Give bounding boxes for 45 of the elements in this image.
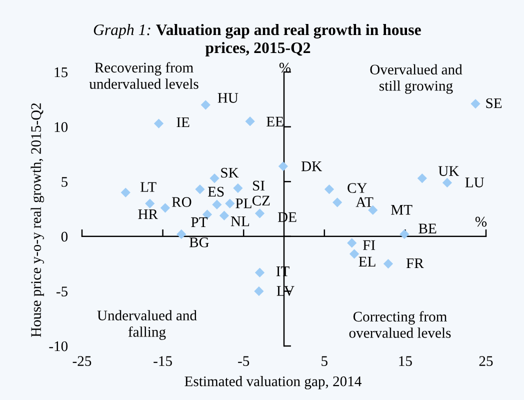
y-tick-label: 0 (61, 232, 68, 242)
annotation: LU (465, 178, 484, 188)
y-tick-label: -5 (56, 286, 68, 296)
annotation: SK (221, 168, 239, 178)
annotation: NL (230, 216, 250, 226)
annotation: EL (358, 256, 376, 266)
y-tick-label: 5 (62, 177, 68, 187)
annotation: FI (363, 240, 376, 250)
x-tick-label: -25 (72, 356, 92, 366)
annotation: SE (486, 98, 502, 108)
annotation: HU (218, 93, 238, 103)
chart-title: Graph 1: Valuation gap and real growth in house prices, 2015-Q2 (94, 24, 421, 56)
annotation: DK (301, 162, 322, 172)
annotation: Undervalued and falling (97, 310, 197, 340)
annotation: Correcting from overvalued levels (349, 311, 451, 338)
annotation: BE (418, 224, 436, 234)
annotation: MT (391, 205, 412, 215)
annotation: % (475, 216, 487, 227)
annotation: Overvalued and still growing (370, 64, 462, 94)
annotation: SI (253, 180, 265, 191)
annotation: RO (172, 197, 192, 207)
x-tick-label: 15 (399, 356, 412, 366)
annotation: Recovering from undervalued levels (89, 62, 198, 89)
x-tick-label: 5 (322, 356, 328, 366)
y-tick-label: 10 (54, 122, 68, 132)
annotation: LT (140, 182, 156, 192)
y-axis-title: House price y-o-y real growth, 2015-Q2 (30, 103, 44, 338)
annotation: AT (356, 197, 374, 207)
annotation: HR (138, 209, 158, 220)
annotation: EE (266, 116, 284, 126)
annotation: PL (236, 198, 252, 208)
annotation: PT (191, 217, 208, 227)
annotation: CY (348, 183, 367, 193)
annotation: CZ (252, 196, 270, 206)
x-axis-title: Estimated valuation gap, 2014 (184, 376, 362, 390)
annotation: FR (406, 258, 424, 268)
annotation: BG (189, 237, 209, 248)
x-tick-label: 25 (479, 356, 493, 366)
annotation: IE (176, 117, 190, 128)
y-tick-label: -10 (49, 341, 68, 352)
x-tick-label: -5 (238, 356, 250, 366)
y-tick-label: 15 (54, 67, 68, 78)
annotation: UK (438, 166, 460, 176)
x-tick-label: -15 (154, 356, 172, 366)
annotation: ES (208, 186, 224, 197)
